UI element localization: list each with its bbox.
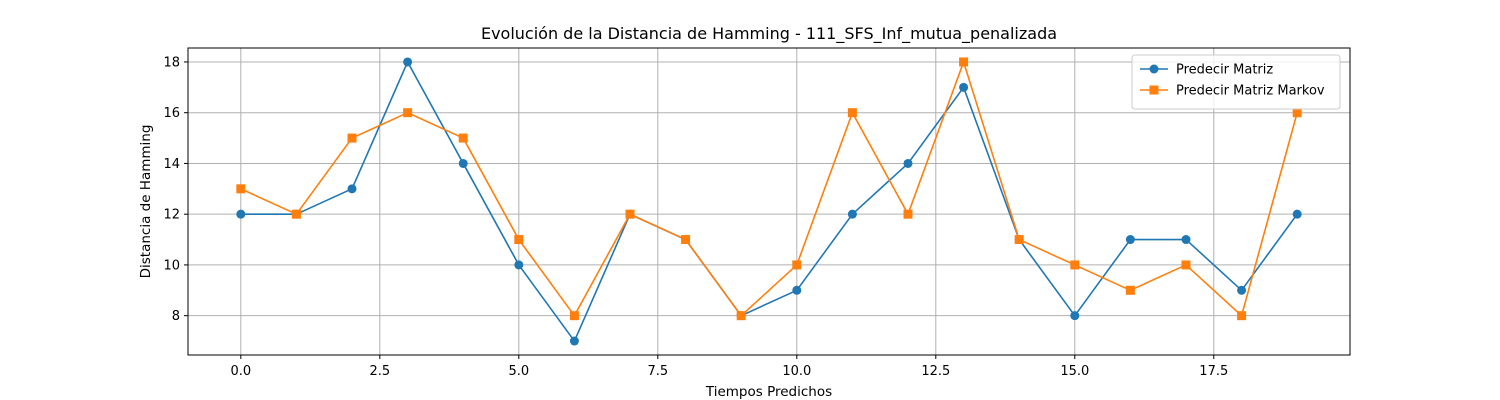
legend-box [1131, 54, 1341, 110]
data-point [792, 260, 802, 270]
x-tick-label: 7.5 [647, 364, 668, 379]
data-point [1292, 209, 1302, 219]
data-point [569, 311, 579, 321]
legend: Predecir Matriz Predecir Matriz Markov [1131, 54, 1341, 110]
data-point [847, 108, 857, 118]
data-point [1014, 235, 1024, 245]
data-point [681, 235, 691, 245]
x-tick-label: 0.0 [230, 364, 251, 379]
data-point [236, 184, 246, 194]
data-point [1181, 260, 1191, 270]
x-axis-ticks: 0.0 2.5 5.0 7.5 10.0 12.5 15.0 17.5 [230, 355, 1228, 379]
data-point [458, 158, 468, 168]
data-point [291, 209, 301, 219]
data-point [458, 133, 468, 143]
series-line [240, 61, 1298, 342]
legend-marker [1149, 64, 1159, 74]
series-2 [236, 57, 1302, 321]
data-point [1070, 311, 1080, 321]
data-point [1237, 285, 1247, 295]
legend-item: Predecir Matriz Markov [1140, 84, 1325, 99]
legend-label: Predecir Matriz Markov [1176, 84, 1325, 99]
data-point [403, 108, 413, 118]
y-tick-label: 10 [163, 258, 180, 273]
x-tick-label: 17.5 [1199, 364, 1228, 379]
data-point [959, 82, 969, 92]
y-tick-label: 12 [163, 208, 180, 223]
legend-label: Predecir Matriz [1176, 63, 1273, 78]
x-tick-label: 5.0 [508, 364, 529, 379]
data-point [1070, 260, 1080, 270]
data-point [514, 235, 524, 245]
y-tick-label: 16 [163, 106, 180, 121]
data-point [903, 158, 913, 168]
data-point [514, 260, 524, 270]
data-point [625, 209, 635, 219]
data-point [1237, 311, 1247, 321]
x-axis-title: Tiempos Predichos [705, 384, 832, 400]
data-point [847, 209, 857, 219]
data-point [347, 184, 357, 194]
data-point [736, 311, 746, 321]
data-point [236, 209, 246, 219]
x-tick-label: 15.0 [1060, 364, 1089, 379]
y-tick-label: 14 [163, 157, 180, 172]
data-point [347, 133, 357, 143]
data-point [792, 285, 802, 295]
y-tick-label: 8 [172, 309, 180, 324]
series-line [240, 61, 1298, 317]
x-tick-label: 10.0 [782, 364, 811, 379]
data-point [1292, 108, 1302, 118]
legend-item: Predecir Matriz [1140, 63, 1273, 78]
data-point [403, 57, 413, 67]
legend-marker [1149, 85, 1159, 95]
data-point [1125, 285, 1135, 295]
chart-title: Evolución de la Distancia de Hamming - 1… [481, 24, 1057, 44]
data-point [1181, 235, 1191, 245]
series-layer [236, 57, 1302, 346]
data-point [569, 336, 579, 346]
data-point [959, 57, 969, 67]
data-point [903, 209, 913, 219]
y-axis-title: Distancia de Hamming [138, 125, 154, 279]
data-point [1125, 235, 1135, 245]
x-tick-label: 12.5 [921, 364, 950, 379]
plot-area-frame [187, 47, 1351, 356]
x-tick-label: 2.5 [369, 364, 390, 379]
y-axis-ticks: 8 10 12 14 16 18 [163, 55, 188, 324]
y-tick-label: 18 [163, 55, 180, 70]
